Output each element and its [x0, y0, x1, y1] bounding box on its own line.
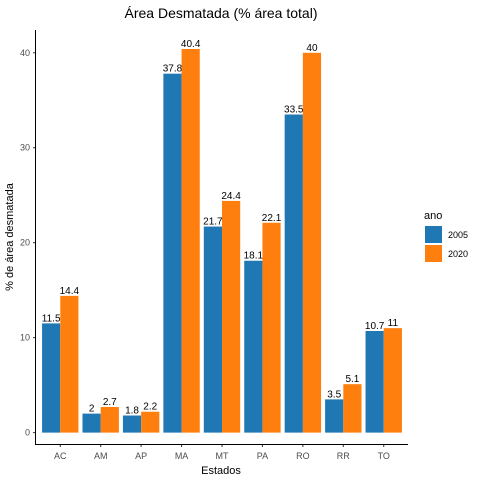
data-label-2005-MA: 37.8: [163, 64, 183, 75]
bar-2020-RR: [343, 384, 362, 433]
x-tick-label-AP: AP: [135, 451, 147, 461]
x-tick-label-AC: AC: [54, 451, 67, 461]
bar-2020-AC: [60, 295, 79, 433]
bar-2005-MT: [203, 226, 222, 433]
data-label-2005-PA: 18.1: [244, 251, 264, 262]
legend-swatch-2020: [425, 245, 442, 262]
y-axis-title: % de área desmatada: [4, 182, 16, 291]
bar-2020-MT: [222, 200, 241, 433]
legend-title: ano: [424, 210, 442, 222]
bar-2005-TO: [365, 331, 384, 433]
data-label-2005-TO: 10.7: [365, 321, 385, 332]
bar-2020-MA: [181, 48, 200, 433]
bar-2020-RO: [302, 52, 322, 433]
y-tick-label: 0: [25, 428, 30, 438]
chart-title: Área Desmatada (% área total): [125, 5, 318, 21]
y-tick-label: 10: [20, 333, 30, 343]
x-tick-label-RR: RR: [337, 451, 350, 461]
x-tick-label-MT: MT: [216, 451, 229, 461]
data-label-2005-AM: 2: [89, 404, 95, 415]
bar-2020-PA: [262, 222, 281, 433]
bar-2005-PA: [244, 260, 263, 433]
bar-2005-AP: [122, 415, 142, 433]
x-tick-label-MA: MA: [175, 451, 189, 461]
legend-label-2005: 2005: [448, 230, 468, 240]
data-label-2020-AM: 2.7: [103, 397, 117, 408]
data-label-2020-AP: 2.2: [143, 402, 157, 413]
bar-2005-AM: [82, 413, 101, 433]
bar-2020-AP: [141, 411, 160, 433]
x-axis-title: Estados: [201, 465, 241, 477]
y-tick-label: 20: [20, 238, 30, 248]
plot-area: 0 10 20 30 40 11.5 14.4 AC 2 2.7 AM 1.8 2.2 AP 37.8 40.…: [20, 39, 402, 461]
bar-2005-AC: [42, 323, 61, 433]
legend-swatch-2005: [425, 226, 442, 243]
bar-2020-TO: [383, 328, 402, 433]
data-label-2020-TO: 11: [388, 318, 399, 329]
data-label-2020-AC: 14.4: [60, 286, 80, 297]
x-tick-label-TO: TO: [378, 451, 390, 461]
data-label-2005-AC: 11.5: [42, 313, 61, 324]
bar-2005-MA: [163, 73, 182, 433]
data-label-2005-MT: 21.7: [203, 217, 223, 228]
bar-2005-RO: [284, 114, 303, 433]
data-label-2020-MT: 24.4: [221, 191, 241, 202]
legend: ano 2005 2020: [424, 210, 468, 262]
bar-2020-AM: [100, 406, 119, 433]
data-label-2020-MA: 40.4: [181, 39, 201, 50]
legend-label-2020: 2020: [448, 249, 468, 259]
data-label-2005-RR: 3.5: [327, 389, 341, 400]
data-label-2020-RO: 40: [306, 43, 318, 54]
data-label-2005-RO: 33.5: [284, 105, 304, 116]
data-label-2020-PA: 22.1: [262, 213, 282, 224]
x-tick-label-RO: RO: [296, 451, 310, 461]
data-label-2020-RR: 5.1: [345, 374, 359, 385]
y-tick-label: 40: [20, 48, 30, 58]
y-tick-label: 30: [20, 143, 30, 153]
data-label-2005-AP: 1.8: [125, 406, 139, 417]
x-tick-label-AM: AM: [94, 451, 108, 461]
bar-2005-RR: [325, 399, 344, 433]
x-tick-label-PA: PA: [257, 451, 268, 461]
